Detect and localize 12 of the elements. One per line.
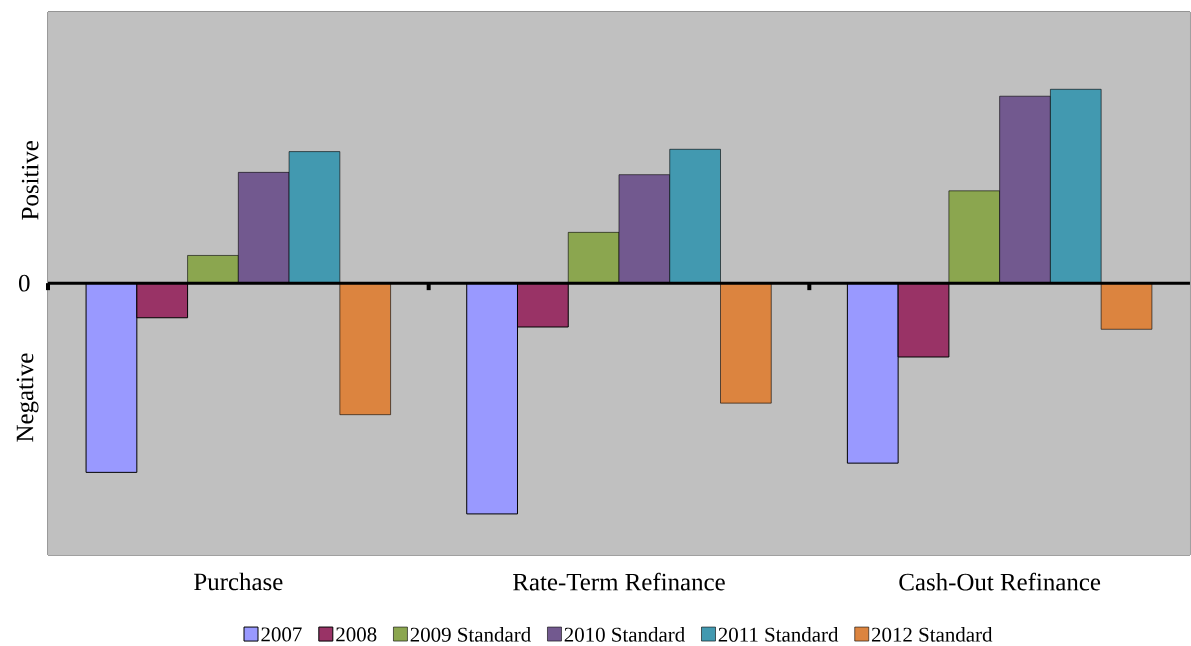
legend-label: 2011 Standard [718, 627, 839, 642]
x-tick-label: Rate-Term Refinance [513, 572, 725, 591]
x-tick-label: Purchase [194, 572, 283, 591]
legend-label: 2012 Standard [871, 627, 993, 642]
legend-label: 2008 [336, 627, 377, 642]
x-tick-label: Cash-Out Refinance [899, 572, 1101, 591]
text: 0 [18, 274, 30, 292]
text: Negative [16, 353, 39, 442]
legend-label: 2009 Standard [410, 627, 531, 642]
text: Positive [21, 141, 39, 220]
legend-label: 2007 [261, 627, 302, 642]
legend-label: 2010 Standard [564, 627, 685, 642]
